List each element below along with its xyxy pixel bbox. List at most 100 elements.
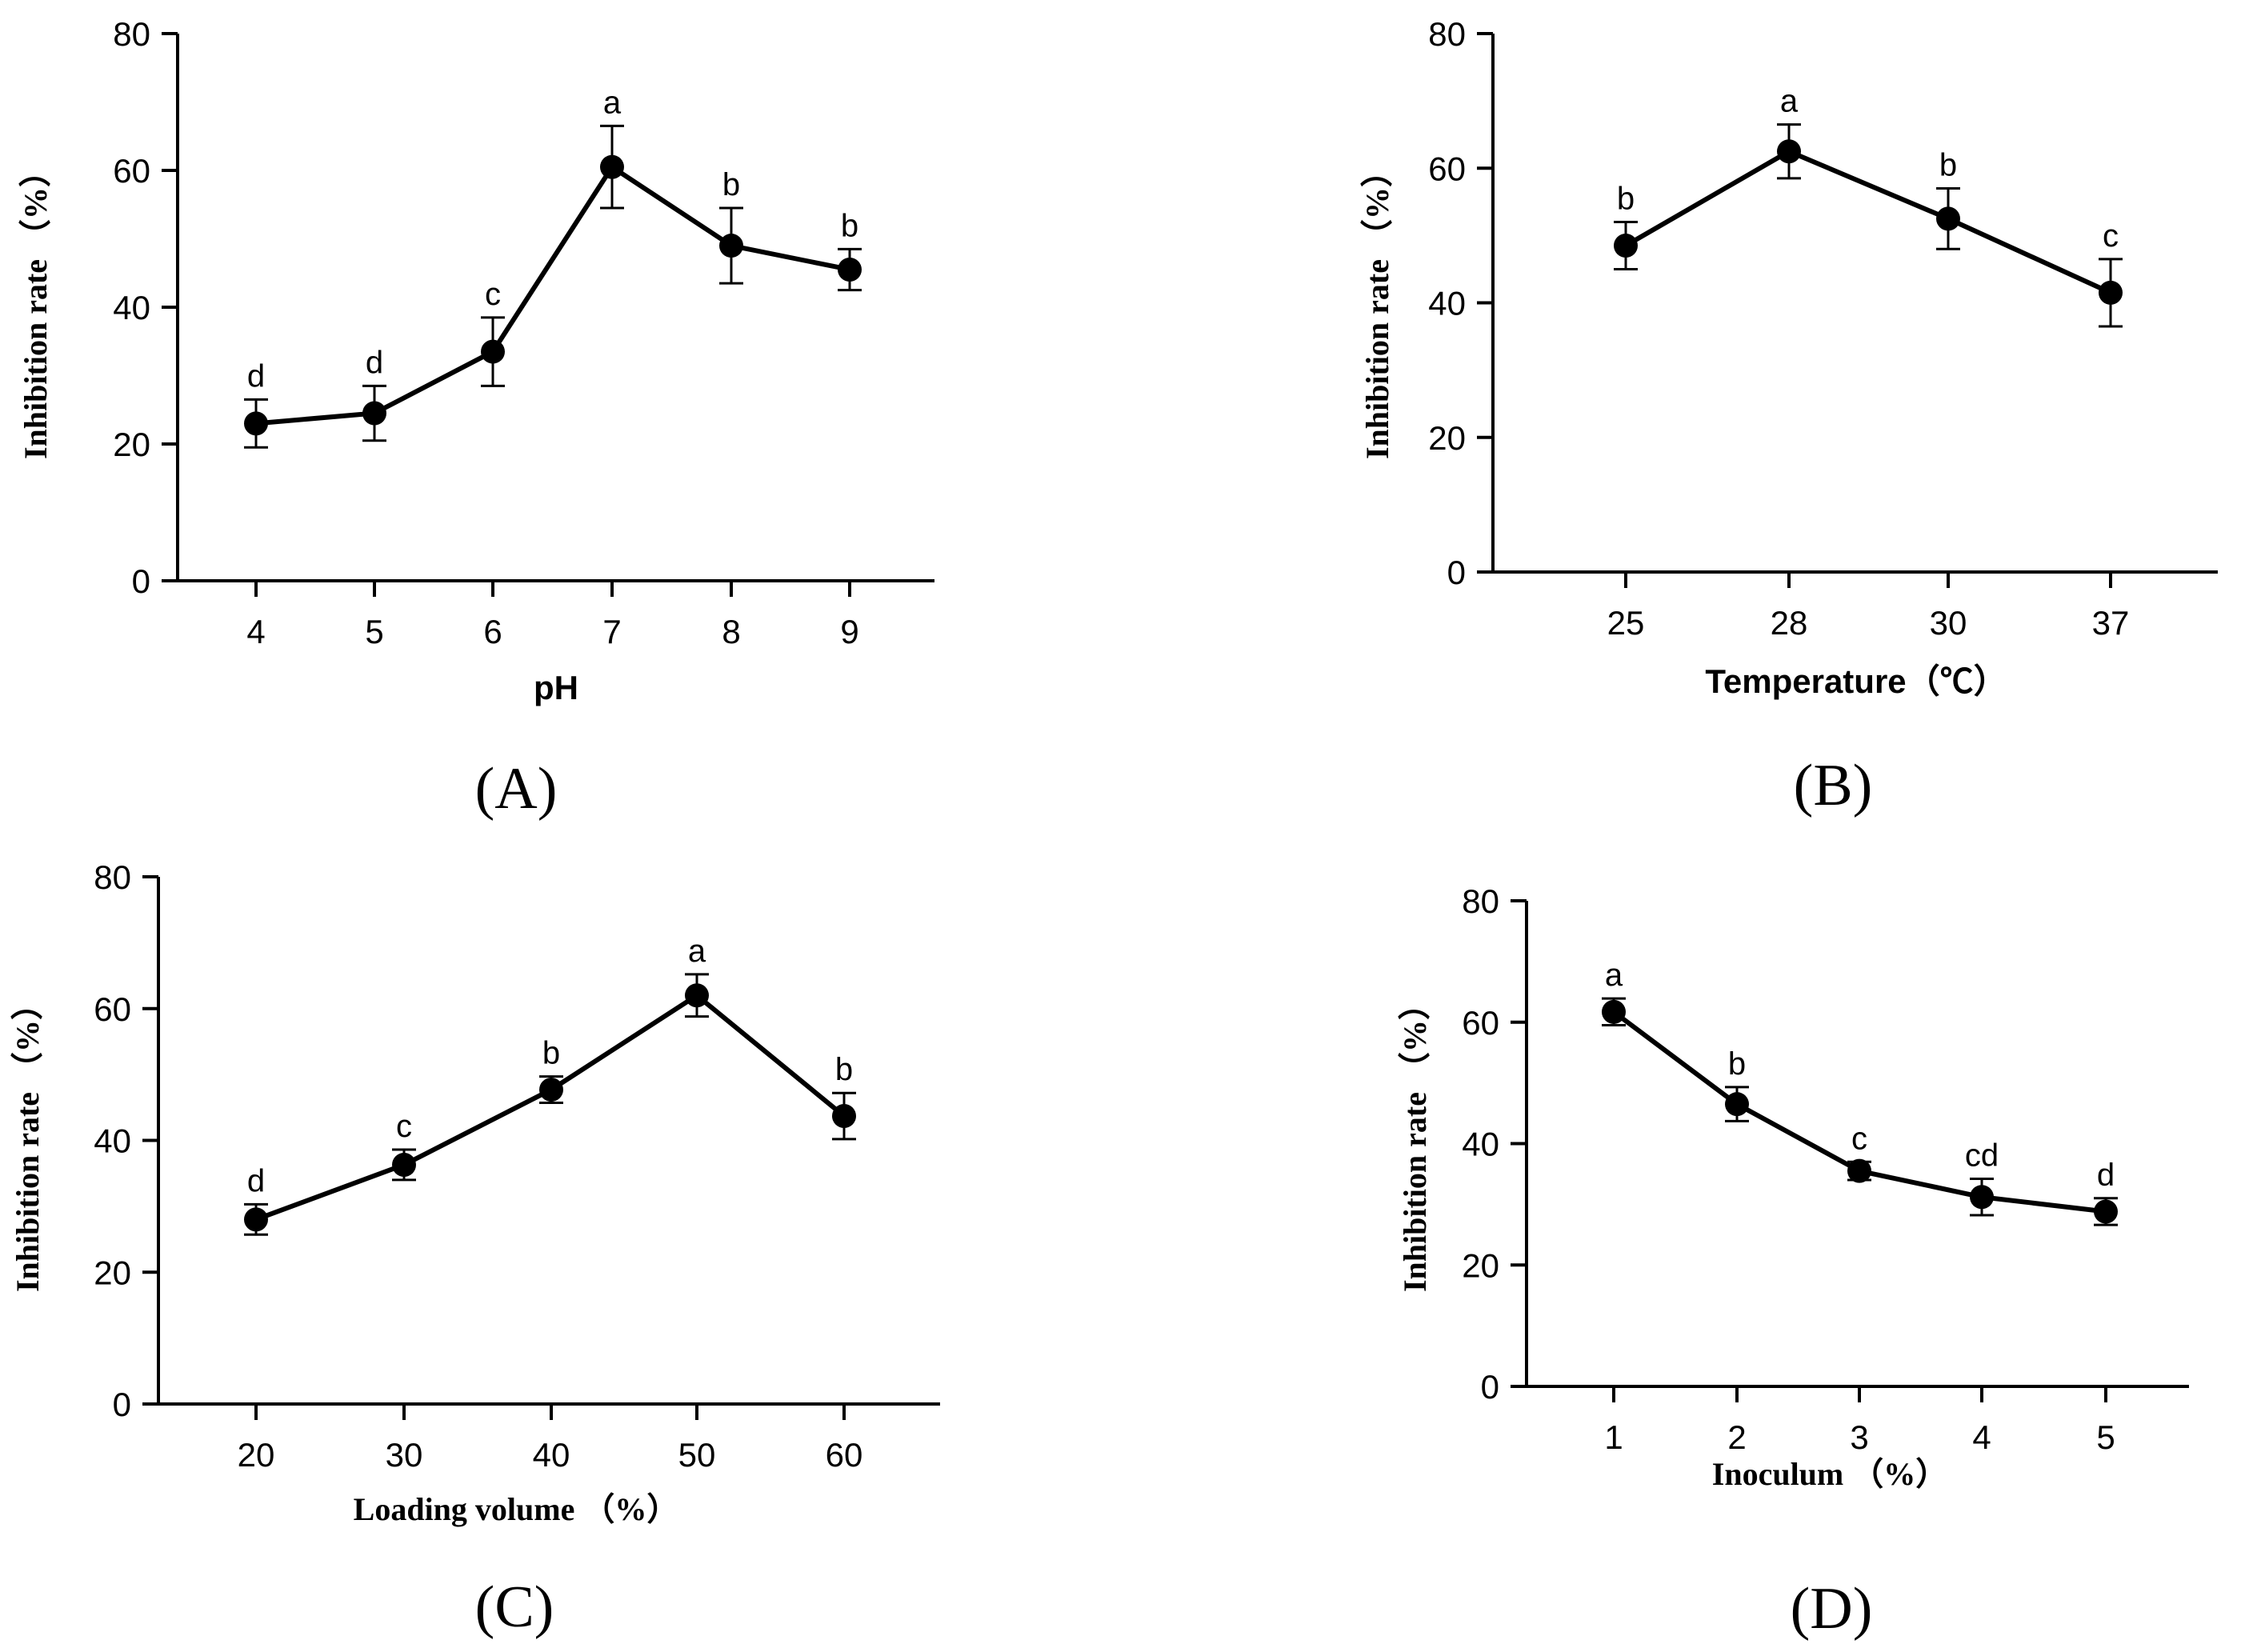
y-tick-label: 20 <box>1462 1246 1499 1284</box>
y-tick-label: 0 <box>1481 1368 1499 1406</box>
x-tick-label: 3 <box>1850 1418 1868 1456</box>
y-tick-label: 40 <box>113 289 150 326</box>
data-point <box>1614 233 1638 258</box>
y-tick-label: 0 <box>1447 554 1466 591</box>
significance-letter: d <box>247 358 265 394</box>
y-axis-title: Inhibition rate （%） <box>1397 988 1433 1292</box>
significance-letter: cd <box>1965 1138 1999 1174</box>
data-point <box>244 411 268 436</box>
chart-panel-b: 0 20 40 60 80 25 28 30 37 b a b c Inhibition rate （%）… <box>1359 15 2218 818</box>
x-tick-label: 2 <box>1727 1418 1746 1456</box>
x-tick-label: 6 <box>483 613 502 650</box>
chart-panel-d: 0 20 40 60 80 1 2 3 4 5 a b c cd d Inhibition rate （%） I… <box>1397 882 2189 1642</box>
x-tick-label: 1 <box>1604 1418 1623 1456</box>
y-tick-label: 60 <box>94 990 131 1028</box>
x-axis-title: Loading volume （%） <box>354 1491 679 1527</box>
y-tick-label: 20 <box>113 426 150 463</box>
chart-panel-a: 0 20 40 60 80 4 5 6 7 8 9 d d c a b b Inhibition rate （%）… <box>18 15 934 822</box>
x-tick-label: 4 <box>246 613 265 650</box>
x-tick-label: 50 <box>678 1436 716 1474</box>
y-axis-title: Inhibition rate （%） <box>1359 155 1395 459</box>
significance-letter: c <box>485 277 501 312</box>
significance-letter: b <box>835 1052 853 1087</box>
significance-letter: d <box>2097 1158 2115 1193</box>
x-tick-label: 30 <box>1930 604 1967 642</box>
x-tick-label: 9 <box>840 613 858 650</box>
x-tick-label: 28 <box>1771 604 1808 642</box>
significance-letter: d <box>366 345 383 380</box>
significance-letter: a <box>603 85 622 120</box>
x-tick-label: 7 <box>602 613 621 650</box>
significance-letter: a <box>1780 84 1799 119</box>
data-point <box>600 154 624 179</box>
data-point <box>832 1104 856 1129</box>
x-tick-label: 25 <box>1607 604 1645 642</box>
x-tick-label: 5 <box>365 613 383 650</box>
y-tick-label: 60 <box>1462 1004 1499 1042</box>
data-point <box>685 983 709 1008</box>
data-point <box>1847 1158 1871 1183</box>
series-line <box>254 993 846 1222</box>
y-tick-label: 20 <box>1428 419 1466 457</box>
significance-letter: b <box>1728 1046 1746 1082</box>
significance-letter: b <box>841 208 858 243</box>
y-axis-title: Inhibition rate （%） <box>10 988 46 1292</box>
significance-letter: b <box>542 1036 560 1071</box>
y-tick-label: 0 <box>113 1386 131 1423</box>
data-point <box>392 1152 416 1177</box>
y-tick-label: 80 <box>1428 15 1466 53</box>
data-point <box>1602 999 1626 1024</box>
y-tick-label: 80 <box>1462 882 1499 920</box>
data-point <box>481 339 505 364</box>
data-point <box>1970 1185 1994 1210</box>
significance-letter: c <box>1851 1121 1867 1156</box>
data-point <box>362 401 386 426</box>
x-tick-label: 40 <box>533 1436 570 1474</box>
x-tick-label: 5 <box>2096 1418 2115 1456</box>
y-tick-label: 80 <box>113 15 150 53</box>
y-tick-label: 40 <box>1428 285 1466 322</box>
data-point <box>838 257 862 282</box>
significance-letter: c <box>396 1109 412 1144</box>
x-tick-label: 8 <box>722 613 740 650</box>
significance-letter: c <box>2103 218 2119 254</box>
data-point <box>2099 280 2123 305</box>
chart-panel-c: 0 20 40 60 80 20 30 40 50 60 d c b a b Inhibition rate … <box>10 858 940 1640</box>
data-point <box>719 234 743 258</box>
data-point <box>1936 206 1960 231</box>
significance-letter: a <box>688 934 706 969</box>
y-tick-label: 40 <box>1462 1126 1499 1163</box>
y-tick-label: 0 <box>132 562 150 600</box>
series-line <box>255 164 850 426</box>
x-tick-label: 20 <box>238 1436 275 1474</box>
y-tick-label: 60 <box>1428 150 1466 187</box>
x-tick-label: 60 <box>826 1436 863 1474</box>
significance-letter: b <box>1939 147 1957 182</box>
data-point <box>1725 1092 1749 1117</box>
x-axis-title: Inoculum （%） <box>1712 1456 1948 1492</box>
y-tick-label: 80 <box>94 858 131 896</box>
x-tick-label: 37 <box>2092 604 2130 642</box>
y-axis-title: Inhibition rate （%） <box>18 155 54 459</box>
data-point <box>539 1078 563 1102</box>
significance-letter: a <box>1605 958 1623 993</box>
data-point <box>244 1207 268 1232</box>
x-axis-title: Temperature（℃） <box>1705 662 2007 700</box>
x-tick-label: 4 <box>1972 1418 1991 1456</box>
y-tick-label: 20 <box>94 1254 131 1291</box>
x-tick-label: 30 <box>386 1436 423 1474</box>
y-tick-label: 60 <box>113 152 150 190</box>
x-axis-title: pH <box>534 669 578 706</box>
panel-label: (A) <box>475 756 558 822</box>
data-point <box>1777 139 1801 164</box>
significance-letter: b <box>722 167 740 202</box>
y-tick-label: 40 <box>94 1122 131 1160</box>
panel-label: (D) <box>1791 1576 1873 1642</box>
panel-label: (C) <box>475 1574 554 1640</box>
data-point <box>2094 1199 2118 1224</box>
series-line <box>1624 149 2112 295</box>
panel-label: (B) <box>1794 753 1873 818</box>
significance-letter: b <box>1617 182 1635 217</box>
significance-letter: d <box>247 1163 265 1198</box>
